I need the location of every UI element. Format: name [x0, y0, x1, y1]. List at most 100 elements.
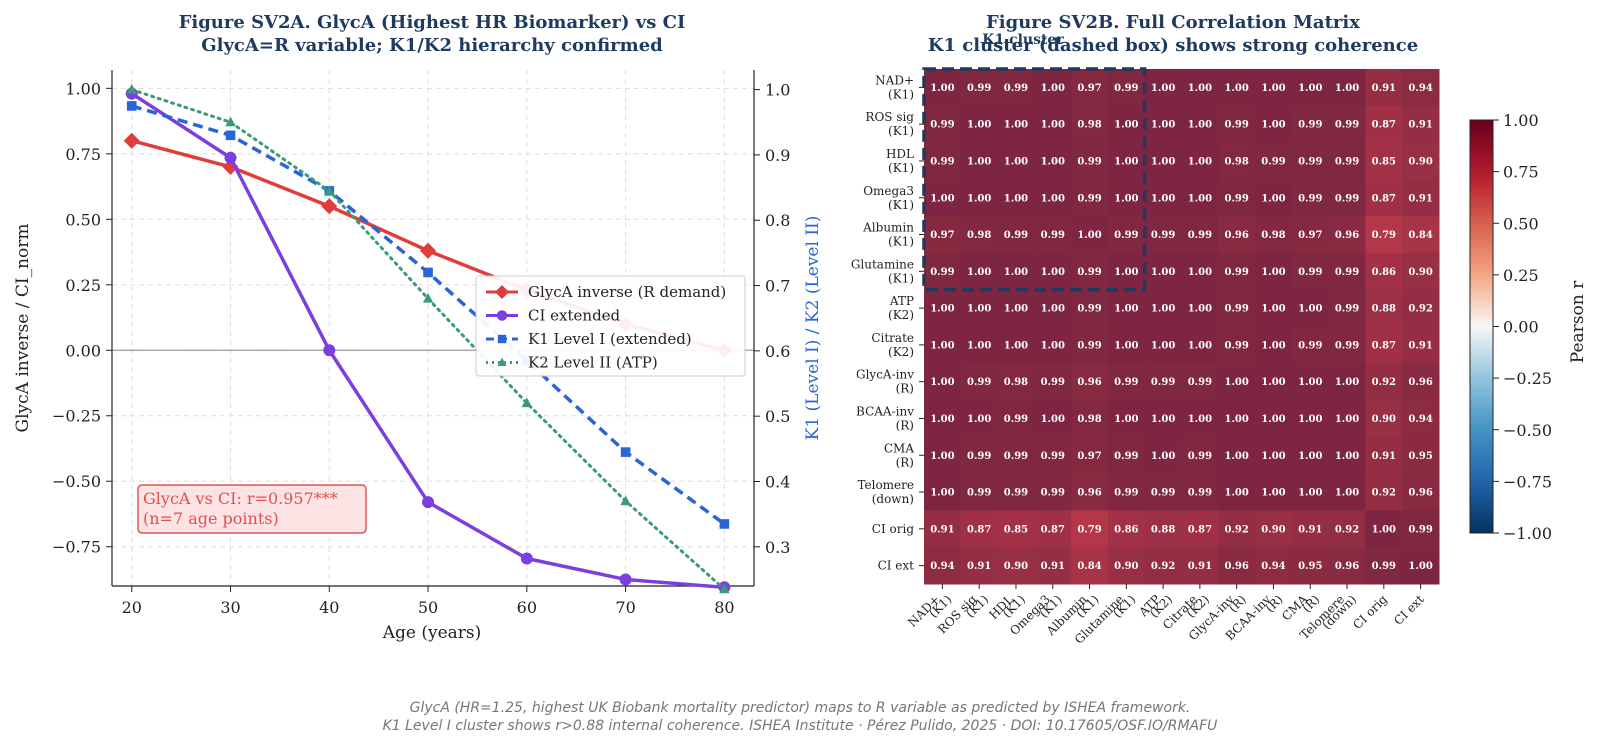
cell-value: 1.00: [1261, 267, 1285, 278]
heatmap-cell: [1365, 400, 1403, 438]
heatmap-cell: [960, 473, 999, 511]
cell-value: 0.92: [1335, 524, 1359, 535]
x-tick-label: 30: [220, 598, 240, 617]
heatmap-cell: [1365, 473, 1403, 511]
heatmap-cell: [960, 69, 999, 107]
cell-value: 0.91: [1298, 524, 1322, 535]
cell-value: 0.91: [1188, 561, 1212, 572]
cell-value: 0.99: [1335, 340, 1359, 351]
heatmap-cell: [1365, 363, 1403, 401]
cell-value: 1.00: [930, 304, 954, 315]
heatmap-cell: [1034, 252, 1072, 291]
cell-value: 0.91: [930, 524, 954, 535]
heatmap-cell: [1034, 363, 1072, 401]
cell-value: 0.99: [1077, 304, 1101, 315]
cell-value: 0.99: [1041, 488, 1065, 499]
heatmap-cell: [1107, 289, 1146, 327]
heatmap-cell: [1071, 142, 1109, 180]
cell-value: 1.00: [1188, 83, 1212, 94]
cell-value: 0.99: [1114, 377, 1138, 388]
row-label: CI orig: [872, 522, 915, 536]
heatmap-cell: [1291, 400, 1330, 438]
col-label: CI ext: [1391, 592, 1427, 628]
y-left-tick-label: −0.25: [52, 407, 101, 426]
heatmap-cell: [997, 252, 1035, 291]
row-label: BCAA-inv: [856, 404, 914, 418]
row-label: Telomere: [857, 478, 914, 492]
cell-value: 0.96: [1335, 561, 1359, 572]
cell-value: 0.84: [1408, 230, 1432, 241]
cell-value: 0.99: [1041, 377, 1065, 388]
heatmap-cell: [1071, 69, 1109, 107]
cell-value: 0.91: [1408, 340, 1432, 351]
heatmap-cell: [1181, 216, 1219, 254]
heatmap-cell: [1365, 105, 1403, 144]
cell-value: 1.00: [1041, 414, 1065, 425]
heatmap-cell: [1365, 326, 1403, 364]
right-title-line1: Figure SV2B. Full Correlation Matrix: [986, 12, 1360, 33]
cell-value: 0.90: [1114, 561, 1138, 572]
cell-value: 1.00: [1372, 524, 1396, 535]
circle-marker: [496, 310, 508, 321]
cell-value: 1.00: [1188, 156, 1212, 167]
cell-value: 0.99: [1298, 156, 1322, 167]
cell-value: 1.00: [1114, 414, 1138, 425]
heatmap-cell: [1071, 436, 1109, 475]
x-tick-label: 50: [418, 598, 438, 617]
heatmap-cell: [1071, 510, 1109, 548]
cell-value: 1.00: [1298, 488, 1322, 499]
heatmap-cell: [1365, 252, 1403, 291]
heatmap-cell: [924, 289, 962, 327]
square-marker: [620, 447, 631, 457]
cell-value: 0.90: [1261, 524, 1285, 535]
heatmap-cell: [1328, 473, 1366, 511]
triangle-marker: [497, 357, 507, 366]
x-axis-label: Age (years): [382, 623, 482, 643]
cell-value: 0.91: [1408, 120, 1432, 131]
heatmap-cell: [1255, 252, 1293, 291]
y-right-tick-label: 0.6: [765, 342, 790, 361]
cell-value: 1.00: [1224, 377, 1248, 388]
cell-value: 0.99: [1188, 377, 1212, 388]
heatmap-cell: [1291, 289, 1330, 327]
cell-value: 0.94: [1261, 561, 1285, 572]
x-tick-label: 80: [714, 598, 734, 617]
heatmap-cell: [960, 326, 999, 364]
cell-value: 0.96: [1224, 230, 1248, 241]
heatmap-cell: [1034, 142, 1072, 180]
y-axis-right-label: K1 (Level I) / K2 (Level II): [803, 216, 823, 441]
triangle-marker: [422, 293, 434, 303]
row-label-sub: (K2): [888, 345, 914, 359]
cell-value: 1.00: [1151, 304, 1175, 315]
cell-value: 0.98: [1077, 414, 1101, 425]
cell-value: 0.90: [1408, 156, 1432, 167]
heatmap-cell: [1144, 252, 1182, 291]
heatmap-cell: [1328, 105, 1366, 144]
heatmap-cell: [1291, 510, 1330, 548]
cell-value: 1.00: [930, 340, 954, 351]
heatmap-cell: [1144, 69, 1182, 107]
heatmap-cell: [924, 179, 962, 217]
cell-value: 1.00: [1298, 304, 1322, 315]
heatmap-cell: [997, 142, 1035, 180]
cell-value: 0.99: [1041, 230, 1065, 241]
cell-value: 0.99: [1298, 340, 1322, 351]
heatmap-cell: [960, 252, 999, 291]
cell-value: 1.00: [1261, 488, 1285, 499]
square-marker: [497, 334, 507, 344]
y-left-tick-label: −0.50: [52, 472, 101, 491]
cell-value: 1.00: [967, 340, 991, 351]
cell-value: 1.00: [1298, 377, 1322, 388]
cell-value: 1.00: [967, 267, 991, 278]
cell-value: 0.99: [930, 120, 954, 131]
cell-value: 0.87: [1372, 340, 1396, 351]
legend-label: GlycA inverse (R demand): [528, 283, 726, 301]
cell-value: 0.86: [1372, 267, 1396, 278]
colorbar-tick-label: −0.75: [1503, 472, 1552, 491]
cell-value: 0.91: [1408, 193, 1432, 204]
cell-value: 1.00: [1335, 488, 1359, 499]
row-label-sub: (K1): [888, 124, 914, 138]
heatmap-cell: [1402, 510, 1440, 548]
cell-value: 1.00: [1261, 193, 1285, 204]
cell-value: 1.00: [1151, 83, 1175, 94]
